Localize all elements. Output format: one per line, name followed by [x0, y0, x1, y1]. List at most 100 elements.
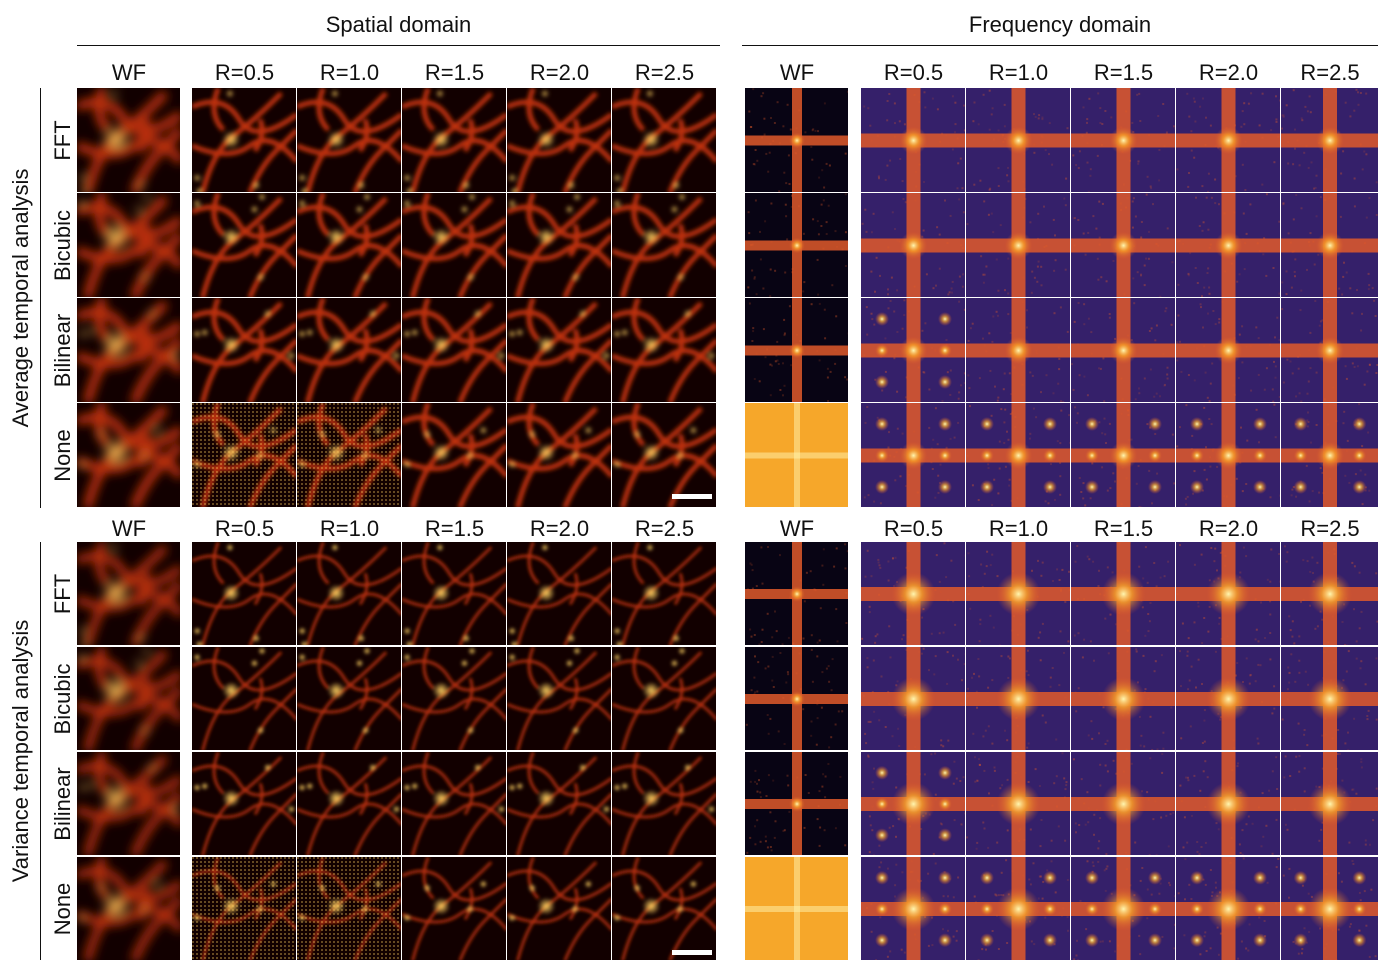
- spatial-image-panel: [402, 752, 507, 856]
- spatial-image-panel: [507, 647, 612, 751]
- fourier-image-panel: [745, 88, 849, 193]
- frequency-column-label: R=2.0: [1198, 60, 1259, 85]
- spatial-image-panel: [612, 193, 717, 298]
- row-label-bilinear: Bilinear: [50, 767, 75, 841]
- spatial-image-panel: [402, 542, 507, 646]
- fourier-image-panel: [1176, 647, 1281, 751]
- fourier-image-panel: [1281, 88, 1379, 193]
- fourier-image-panel: [1071, 403, 1176, 508]
- fourier-image-panel: [861, 752, 966, 856]
- fourier-image-panel: [1071, 752, 1176, 856]
- fourier-image-panel: [745, 403, 849, 508]
- row-label-bicubic: Bicubic: [50, 210, 75, 281]
- fourier-image-panel: [966, 403, 1071, 508]
- spatial-domain-rule: [77, 45, 720, 46]
- spatial-image-panel: [297, 752, 402, 856]
- fourier-image-panel: [745, 647, 849, 751]
- spatial-image-panel: [612, 403, 717, 508]
- spatial-image-panel: [192, 647, 297, 751]
- spatial-image-panel: [77, 193, 181, 298]
- frequency-column-label: R=1.5: [1093, 516, 1154, 541]
- spatial-image-panel: [402, 857, 507, 961]
- fourier-image-panel: [861, 403, 966, 508]
- spatial-image-panel: [77, 752, 181, 856]
- fourier-image-panel: [1176, 752, 1281, 856]
- fourier-image-panel: [1176, 298, 1281, 403]
- row-label-bicubic: Bicubic: [50, 663, 75, 735]
- spatial-image-panel: [507, 857, 612, 961]
- frequency-column-label: R=1.5: [1093, 60, 1154, 85]
- spatial-column-label: R=2.0: [529, 516, 590, 541]
- spatial-image-panel: [612, 88, 717, 193]
- fourier-image-panel: [1281, 647, 1379, 751]
- spatial-image-panel: [77, 403, 181, 508]
- fourier-image-panel: [966, 298, 1071, 403]
- fourier-image-panel: [1071, 88, 1176, 193]
- spatial-image-panel: [507, 298, 612, 403]
- variance-temporal-analysis-label: Variance temporal analysis: [8, 619, 33, 883]
- spatial-image-panel: [507, 542, 612, 646]
- spatial-column-label: R=1.5: [424, 516, 485, 541]
- fourier-image-panel: [1176, 542, 1281, 646]
- spatial-column-label: WF: [111, 60, 147, 85]
- spatial-image-panel: [77, 647, 181, 751]
- spatial-column-label: R=1.0: [319, 60, 380, 85]
- spatial-image-panel: [297, 88, 402, 193]
- spatial-image-panel: [192, 542, 297, 646]
- spatial-column-label: WF: [111, 516, 147, 541]
- frequency-column-label: WF: [779, 516, 815, 541]
- row-label-none: None: [50, 429, 75, 482]
- spatial-image-panel: [297, 542, 402, 646]
- fourier-image-panel: [1071, 647, 1176, 751]
- fourier-image-panel: [966, 752, 1071, 856]
- spatial-column-label: R=0.5: [214, 516, 275, 541]
- spatial-image-panel: [77, 542, 181, 646]
- spatial-image-panel: [192, 298, 297, 403]
- fourier-image-panel: [861, 857, 966, 961]
- fourier-image-panel: [861, 542, 966, 646]
- spatial-column-label: R=2.0: [529, 60, 590, 85]
- spatial-image-panel: [612, 298, 717, 403]
- fourier-image-panel: [966, 857, 1071, 961]
- fourier-image-panel: [1176, 88, 1281, 193]
- spatial-image-panel: [612, 857, 717, 961]
- spatial-column-label: R=1.0: [319, 516, 380, 541]
- scale-bar-average: [672, 494, 712, 499]
- fourier-image-panel: [1176, 857, 1281, 961]
- fourier-image-panel: [1071, 542, 1176, 646]
- frequency-column-label: R=1.0: [988, 60, 1049, 85]
- fourier-image-panel: [1281, 298, 1379, 403]
- spatial-domain-header: Spatial domain: [325, 12, 472, 37]
- spatial-column-label: R=2.5: [634, 60, 695, 85]
- fourier-image-panel: [966, 88, 1071, 193]
- spatial-image-panel: [612, 647, 717, 751]
- spatial-image-panel: [297, 857, 402, 961]
- row-label-none: None: [50, 882, 75, 936]
- fourier-image-panel: [861, 193, 966, 298]
- fourier-image-panel: [1281, 193, 1379, 298]
- fourier-image-panel: [745, 298, 849, 403]
- frequency-domain-header: Frequency domain: [968, 12, 1152, 37]
- fourier-image-panel: [745, 857, 849, 961]
- fourier-image-panel: [861, 298, 966, 403]
- row-label-fft: FFT: [50, 120, 75, 161]
- spatial-image-panel: [507, 752, 612, 856]
- frequency-column-label: R=0.5: [883, 516, 944, 541]
- spatial-image-panel: [192, 193, 297, 298]
- spatial-image-panel: [612, 752, 717, 856]
- scale-bar-variance: [672, 950, 712, 955]
- spatial-column-label: R=0.5: [214, 60, 275, 85]
- fourier-image-panel: [1281, 403, 1379, 508]
- spatial-image-panel: [402, 88, 507, 193]
- spatial-image-panel: [507, 403, 612, 508]
- fourier-image-panel: [966, 193, 1071, 298]
- frequency-column-label: R=2.5: [1300, 516, 1360, 541]
- frequency-domain-rule: [742, 45, 1378, 46]
- fourier-image-panel: [1281, 857, 1379, 961]
- spatial-image-panel: [297, 193, 402, 298]
- spatial-image-panel: [77, 857, 181, 961]
- fourier-image-panel: [745, 542, 849, 646]
- spatial-image-panel: [402, 193, 507, 298]
- spatial-column-label: R=2.5: [634, 516, 695, 541]
